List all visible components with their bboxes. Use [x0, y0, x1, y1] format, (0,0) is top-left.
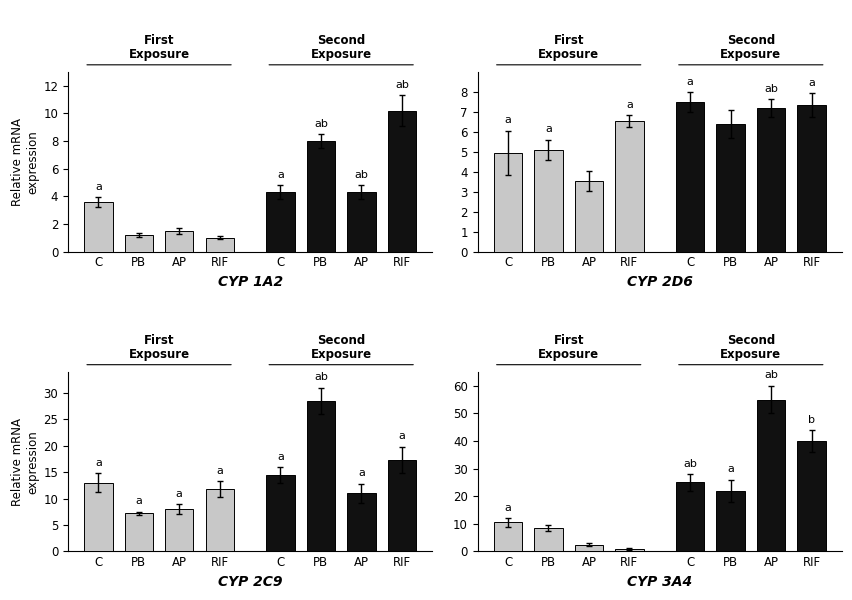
Text: Second
Exposure: Second Exposure — [310, 334, 371, 361]
Bar — [307, 401, 335, 551]
Text: ab: ab — [682, 459, 696, 469]
Bar — [493, 523, 521, 551]
Bar — [574, 545, 602, 551]
Text: ab: ab — [763, 370, 777, 380]
Bar — [388, 460, 416, 551]
Bar — [756, 108, 785, 251]
Bar — [716, 124, 744, 251]
Text: a: a — [277, 170, 284, 180]
Text: ab: ab — [763, 83, 777, 94]
Bar — [388, 110, 416, 251]
Bar — [716, 491, 744, 551]
Bar — [124, 514, 153, 551]
Text: ab: ab — [314, 373, 327, 382]
Bar — [165, 231, 193, 251]
Text: ab: ab — [394, 80, 408, 90]
Text: a: a — [807, 77, 814, 88]
Text: First
Exposure: First Exposure — [129, 334, 189, 361]
Text: ab: ab — [354, 170, 368, 180]
Bar — [797, 105, 825, 251]
Text: a: a — [135, 496, 142, 506]
Text: First
Exposure: First Exposure — [538, 334, 599, 361]
Bar — [205, 238, 233, 251]
Bar — [533, 150, 562, 251]
Bar — [347, 493, 375, 551]
Bar — [165, 509, 193, 551]
Text: b: b — [807, 415, 814, 425]
Text: First
Exposure: First Exposure — [129, 34, 189, 61]
Text: a: a — [686, 77, 693, 86]
Text: a: a — [504, 503, 511, 513]
Text: a: a — [544, 124, 551, 134]
Bar — [533, 528, 562, 551]
Bar — [84, 202, 112, 251]
Text: a: a — [726, 464, 734, 474]
Text: a: a — [95, 458, 101, 468]
Bar — [205, 489, 233, 551]
Text: a: a — [216, 466, 223, 476]
Bar — [756, 400, 785, 551]
Bar — [266, 192, 294, 251]
Text: ab: ab — [314, 119, 327, 129]
Text: First
Exposure: First Exposure — [538, 34, 599, 61]
Y-axis label: Relative mRNA
expression: Relative mRNA expression — [11, 118, 39, 206]
Text: a: a — [398, 431, 405, 442]
Bar — [124, 235, 153, 251]
Text: Second
Exposure: Second Exposure — [310, 34, 371, 61]
Bar — [614, 121, 642, 251]
Text: a: a — [358, 469, 365, 478]
X-axis label: CYP 1A2: CYP 1A2 — [217, 275, 282, 289]
X-axis label: CYP 2C9: CYP 2C9 — [217, 575, 282, 589]
Bar — [347, 192, 375, 251]
Bar — [266, 475, 294, 551]
Text: a: a — [95, 182, 101, 191]
Text: Second
Exposure: Second Exposure — [719, 34, 780, 61]
X-axis label: CYP 2D6: CYP 2D6 — [626, 275, 692, 289]
Bar — [614, 549, 642, 551]
Bar — [493, 153, 521, 251]
Bar — [675, 102, 704, 251]
Text: a: a — [277, 452, 284, 461]
Y-axis label: Relative mRNA
expression: Relative mRNA expression — [11, 418, 39, 506]
Bar — [574, 181, 602, 251]
Bar — [675, 482, 704, 551]
X-axis label: CYP 3A4: CYP 3A4 — [626, 575, 692, 589]
Text: a: a — [176, 488, 182, 499]
Bar — [797, 441, 825, 551]
Bar — [307, 141, 335, 251]
Text: a: a — [504, 115, 511, 125]
Text: Second
Exposure: Second Exposure — [719, 334, 780, 361]
Text: a: a — [625, 100, 632, 110]
Bar — [84, 483, 112, 551]
